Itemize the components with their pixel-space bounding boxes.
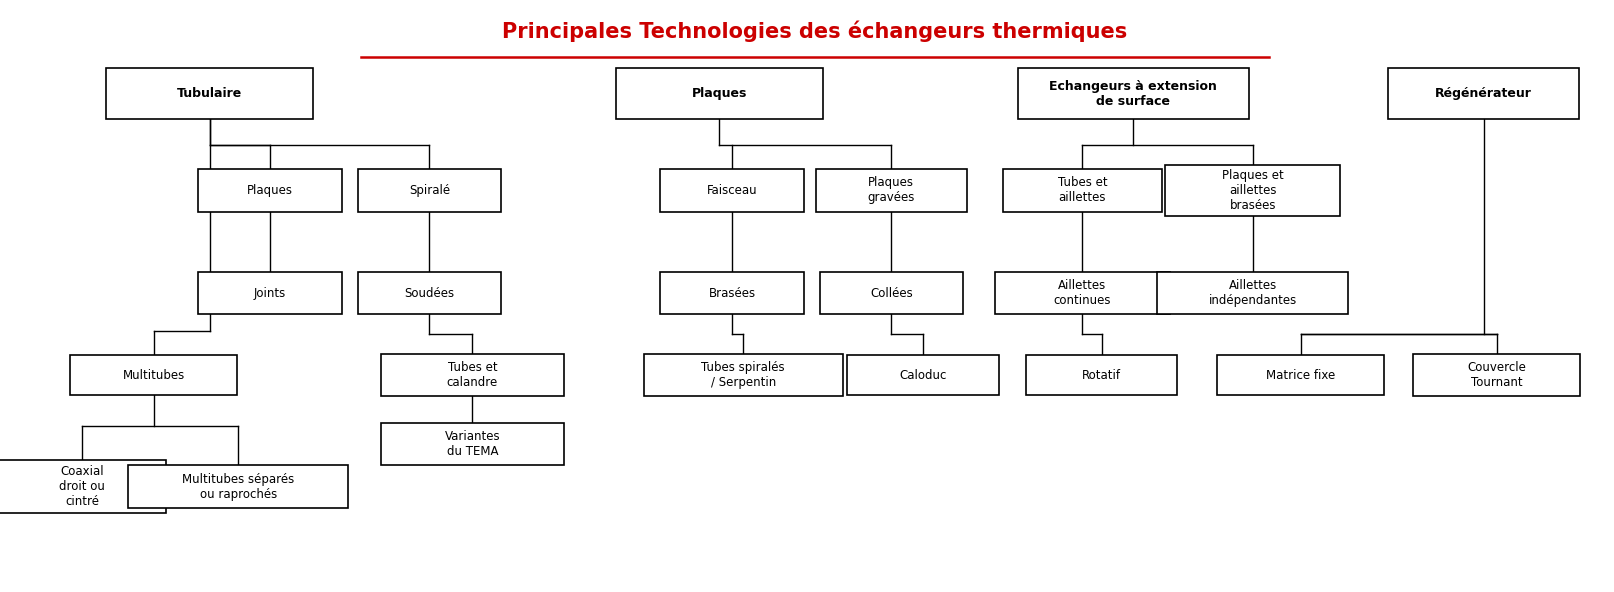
Text: Joints: Joints — [253, 287, 286, 300]
FancyBboxPatch shape — [199, 272, 342, 314]
FancyBboxPatch shape — [381, 423, 563, 465]
FancyBboxPatch shape — [994, 272, 1170, 314]
Text: Régénérateur: Régénérateur — [1435, 87, 1532, 100]
FancyBboxPatch shape — [660, 169, 804, 211]
Text: Tubes spiralés
/ Serpentin: Tubes spiralés / Serpentin — [702, 361, 784, 389]
FancyBboxPatch shape — [1157, 272, 1348, 314]
Text: Variantes
du TEMA: Variantes du TEMA — [444, 430, 500, 458]
Text: Aillettes
indépendantes: Aillettes indépendantes — [1209, 279, 1298, 307]
FancyBboxPatch shape — [820, 272, 964, 314]
Text: Collées: Collées — [870, 287, 912, 300]
Text: Tubulaire: Tubulaire — [178, 87, 242, 100]
Text: Multitubes séparés
ou raprochés: Multitubes séparés ou raprochés — [182, 472, 294, 501]
Text: Plaques: Plaques — [247, 184, 294, 197]
FancyBboxPatch shape — [1018, 68, 1249, 120]
Text: Couvercle
Tournant: Couvercle Tournant — [1467, 361, 1525, 389]
FancyBboxPatch shape — [129, 465, 349, 508]
Text: Plaques: Plaques — [691, 87, 747, 100]
Text: Plaques
gravées: Plaques gravées — [868, 176, 915, 204]
FancyBboxPatch shape — [660, 272, 804, 314]
FancyBboxPatch shape — [815, 169, 967, 211]
Text: Coaxial
droit ou
cintré: Coaxial droit ou cintré — [60, 465, 105, 508]
FancyBboxPatch shape — [107, 68, 313, 120]
FancyBboxPatch shape — [1165, 165, 1341, 216]
FancyBboxPatch shape — [615, 68, 823, 120]
FancyBboxPatch shape — [358, 272, 500, 314]
Text: Rotatif: Rotatif — [1081, 369, 1122, 382]
FancyBboxPatch shape — [358, 169, 500, 211]
Text: Tubes et
aillettes: Tubes et aillettes — [1057, 176, 1107, 204]
Text: Principales Technologies des échangeurs thermiques: Principales Technologies des échangeurs … — [502, 20, 1128, 42]
Text: Caloduc: Caloduc — [899, 369, 947, 382]
Text: Aillettes
continues: Aillettes continues — [1054, 279, 1110, 307]
FancyBboxPatch shape — [644, 354, 843, 396]
FancyBboxPatch shape — [69, 355, 237, 395]
Text: Plaques et
aillettes
brasées: Plaques et aillettes brasées — [1222, 169, 1283, 212]
FancyBboxPatch shape — [1027, 355, 1177, 395]
FancyBboxPatch shape — [1388, 68, 1580, 120]
FancyBboxPatch shape — [1217, 355, 1385, 395]
Text: Multitubes: Multitubes — [123, 369, 186, 382]
FancyBboxPatch shape — [847, 355, 999, 395]
FancyBboxPatch shape — [381, 354, 563, 396]
Text: Tubes et
calandre: Tubes et calandre — [447, 361, 499, 389]
Text: Matrice fixe: Matrice fixe — [1265, 369, 1335, 382]
Text: Soudées: Soudées — [404, 287, 455, 300]
Text: Brasées: Brasées — [709, 287, 755, 300]
Text: Spiralé: Spiralé — [408, 184, 450, 197]
FancyBboxPatch shape — [0, 460, 166, 513]
Text: Echangeurs à extension
de surface: Echangeurs à extension de surface — [1049, 80, 1217, 108]
FancyBboxPatch shape — [1002, 169, 1162, 211]
Text: Faisceau: Faisceau — [707, 184, 757, 197]
FancyBboxPatch shape — [1412, 354, 1580, 396]
FancyBboxPatch shape — [199, 169, 342, 211]
